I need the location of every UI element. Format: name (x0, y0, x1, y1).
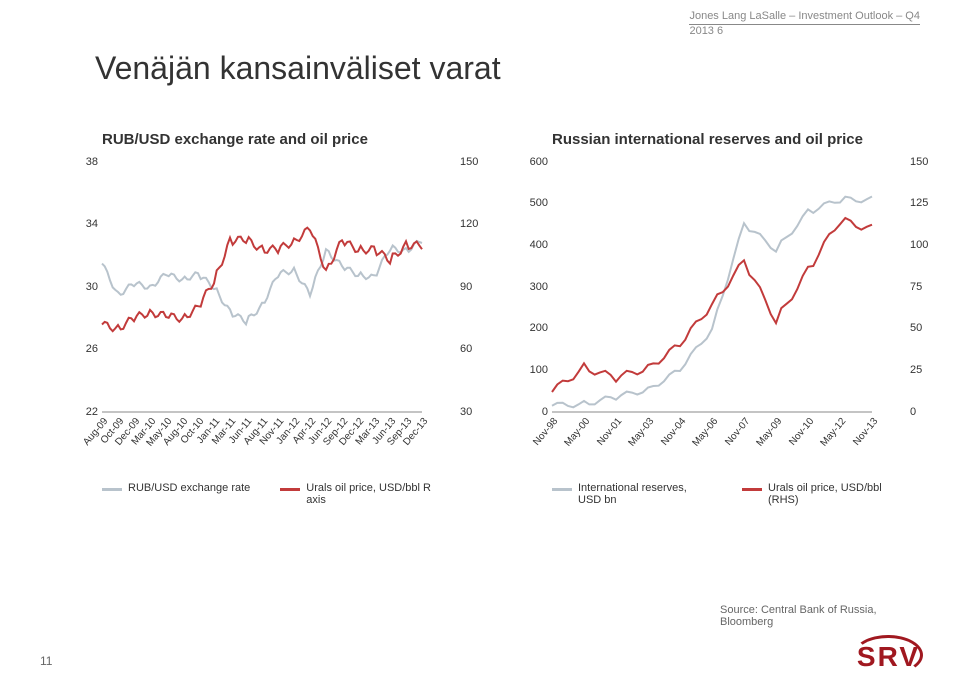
header-attribution: Jones Lang LaSalle – Investment Outlook … (689, 10, 920, 37)
x-tick: May-03 (627, 416, 657, 449)
legend-label: International reserves, USD bn (578, 482, 712, 506)
y-tick: 120 (460, 218, 494, 230)
y-tick: 200 (514, 322, 548, 334)
y-tick: 38 (64, 156, 98, 168)
x-tick: Nov-13 (851, 416, 880, 448)
legend-label: Urals oil price, USD/bbl (RHS) (768, 482, 902, 506)
y-tick: 22 (64, 406, 98, 418)
y-tick: 90 (460, 281, 494, 293)
chart-left-plot: 2226303438 306090120150 Aug-09Oct-09Dec-… (102, 162, 422, 412)
series-line (552, 218, 872, 392)
charts-row: RUB/USD exchange rate and oil price 2226… (60, 130, 910, 506)
chart-left-legend: RUB/USD exchange rate Urals oil price, US… (102, 482, 460, 506)
source-text: Source: Central Bank of Russia, Bloomber… (720, 604, 920, 628)
y-tick: 500 (514, 197, 548, 209)
page-number: 11 (40, 654, 52, 668)
legend-item: Urals oil price, USD/bbl R axis (280, 482, 440, 506)
legend-label: RUB/USD exchange rate (128, 482, 250, 494)
chart-right-plot: 0100200300400500600 0255075100125150 Nov… (552, 162, 872, 412)
legend-label: Urals oil price, USD/bbl R axis (306, 482, 440, 506)
legend-swatch (280, 488, 300, 491)
y-tick: 600 (514, 156, 548, 168)
y-tick: 26 (64, 343, 98, 355)
x-tick: Nov-98 (531, 416, 560, 448)
x-tick: May-12 (819, 416, 849, 449)
chart-left-title: RUB/USD exchange rate and oil price (102, 130, 460, 150)
x-tick: May-00 (563, 416, 593, 449)
y-tick: 400 (514, 239, 548, 251)
legend-item: Urals oil price, USD/bbl (RHS) (742, 482, 902, 506)
legend-item: International reserves, USD bn (552, 482, 712, 506)
legend-item: RUB/USD exchange rate (102, 482, 250, 506)
logo-text: SRV (857, 641, 920, 672)
y-tick: 75 (910, 281, 944, 293)
y-tick: 30 (64, 281, 98, 293)
series-line (102, 227, 422, 331)
y-tick: 34 (64, 218, 98, 230)
legend-swatch (742, 488, 762, 491)
x-tick: Nov-04 (659, 416, 688, 448)
series-line (552, 196, 872, 407)
x-tick: May-09 (755, 416, 785, 449)
x-tick: May-06 (691, 416, 721, 449)
y-tick: 300 (514, 281, 548, 293)
page-title: Venäjän kansainväliset varat (95, 50, 501, 87)
header-line1: Jones Lang LaSalle – Investment Outlook … (689, 10, 920, 25)
y-tick: 60 (460, 343, 494, 355)
chart-left: RUB/USD exchange rate and oil price 2226… (60, 130, 460, 506)
x-tick: Nov-10 (787, 416, 816, 448)
y-tick: 125 (910, 197, 944, 209)
y-tick: 0 (910, 406, 944, 418)
chart-right-title: Russian international reserves and oil p… (552, 130, 910, 150)
y-tick: 50 (910, 322, 944, 334)
y-tick: 150 (460, 156, 494, 168)
logo: SRV (857, 641, 920, 673)
legend-swatch (102, 488, 122, 491)
x-tick: Nov-07 (723, 416, 752, 448)
y-tick: 25 (910, 364, 944, 376)
y-tick: 30 (460, 406, 494, 418)
y-tick: 100 (910, 239, 944, 251)
header-line2: 2013 6 (689, 25, 920, 37)
y-tick: 0 (514, 406, 548, 418)
chart-right: Russian international reserves and oil p… (510, 130, 910, 506)
y-tick: 150 (910, 156, 944, 168)
chart-right-legend: International reserves, USD bn Urals oil … (552, 482, 910, 506)
legend-swatch (552, 488, 572, 491)
y-tick: 100 (514, 364, 548, 376)
x-tick: Nov-01 (595, 416, 624, 448)
